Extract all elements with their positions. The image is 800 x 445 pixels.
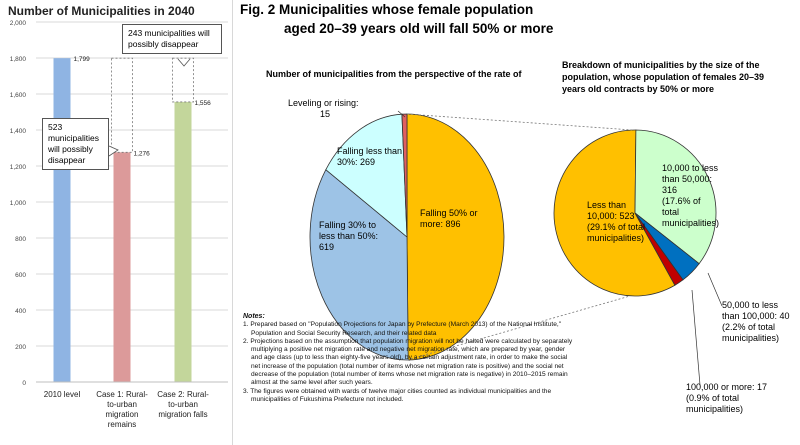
notes-heading: Notes: [243, 313, 265, 320]
callout-523-disappear: 523 municipalities will possibly disappe… [42, 118, 109, 170]
bar-chart-title: Number of Municipalities in 2040 [8, 4, 195, 18]
bar-value-label: 1,799 [74, 56, 91, 63]
y-tick-label: 200 [15, 344, 26, 351]
pie-rate-title: Number of municipalities from the perspe… [266, 69, 522, 79]
pie1-label-falling-50: Falling 50% or more: 896 [420, 208, 478, 229]
pie1-label-falling-30-50: Falling 30% to less than 50%: 619 [319, 220, 379, 252]
y-tick-label: 1,000 [10, 200, 27, 207]
note-item: 1. Prepared based on "Population Project… [243, 321, 562, 337]
leader-line [707, 272, 723, 307]
y-tick-label: 1,200 [10, 164, 27, 171]
pie2-label-100000-plus: 100,000 or more: 17 (0.9% of total municip… [686, 382, 768, 414]
pie1-label-falling-under-30: Falling less than 30%: 269 [337, 146, 403, 167]
pie-slice [634, 129, 717, 265]
leader-line [397, 110, 406, 118]
connector-line [406, 113, 633, 131]
pie2-label-under-10000: Less than 10,000: 523 (29.1% of total muni… [587, 200, 646, 243]
bar [174, 101, 192, 383]
pie-size-title: Breakdown of municipalities by the size … [562, 60, 765, 94]
callout-243-disappear: 243 municipalities will possibly disappe… [122, 24, 222, 54]
leader-line [691, 289, 701, 386]
y-tick-label: 2,000 [10, 20, 27, 27]
y-tick-label: 1,800 [10, 56, 27, 63]
y-tick-label: 800 [15, 236, 26, 243]
y-tick-label: 1,600 [10, 92, 27, 99]
pie2-label-10000-50000: 10,000 to less than 50,000: 316 (17.6% of … [662, 163, 720, 228]
y-tick-label: 600 [15, 272, 26, 279]
x-tick-label: Case 1: Rural-to-urban migration remains [96, 390, 148, 429]
y-tick-label: 1,400 [10, 128, 27, 135]
note-item: 2. Projections based on the assumption t… [243, 337, 573, 387]
bar [113, 152, 131, 382]
y-tick-label: 400 [15, 308, 26, 315]
loss-gap-box [111, 57, 133, 153]
pie2-label-50000-100000: 50,000 to less than 100,000: 40 (2.2% of … [722, 300, 790, 343]
pie-slice [634, 212, 684, 286]
bar-value-label: 1,556 [195, 100, 212, 107]
bar-value-label: 1,276 [134, 150, 151, 157]
pie-slice [325, 113, 408, 238]
bar-chart-panel: Number of Municipalities in 2040 0 200 400… [0, 0, 233, 445]
pie-slice [406, 113, 505, 361]
pie-slice [553, 129, 676, 297]
figure-title-line-2: aged 20–39 years old will fall 50% or mo… [284, 21, 554, 36]
x-tick-label: Case 2: Rural-to-urban migration falls [157, 390, 209, 419]
notes-block: Notes: 1. Prepared based on "Population … [243, 313, 573, 404]
callout-pointer [177, 58, 191, 67]
y-tick-label: 0 [22, 380, 26, 387]
connector-line [406, 295, 631, 361]
pie1-label-leveling: Leveling or rising: 15 [288, 98, 359, 119]
x-tick-label: 2010 level [44, 390, 81, 399]
callout-pointer [108, 145, 119, 157]
note-item: 3. The figures were obtained with wards … [243, 387, 552, 403]
figure-title-line-1: Fig. 2 Municipalities whose female popul… [240, 2, 534, 17]
pie-slice [309, 169, 409, 361]
